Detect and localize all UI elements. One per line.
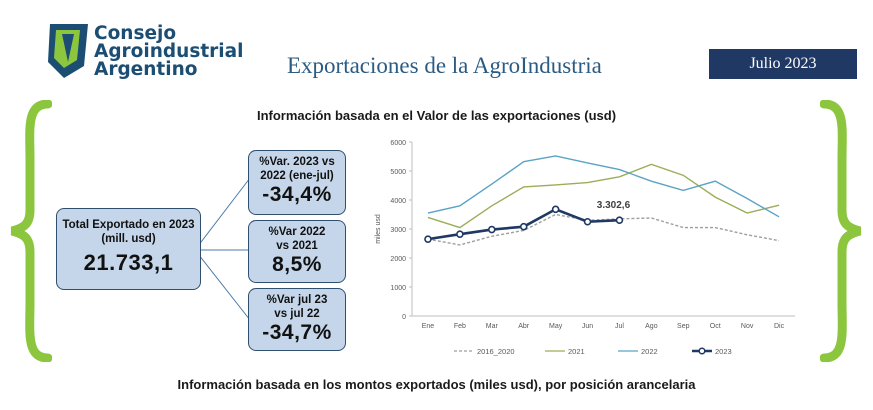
var-2022-label-2: vs 2021 xyxy=(276,240,318,252)
x-tick-label: Abr xyxy=(518,323,530,330)
var-box-jul: %Var jul 23 vs jul 22 -34,7% xyxy=(248,288,346,351)
y-tick-label: 6000 xyxy=(390,140,406,147)
x-tick-label: Oct xyxy=(710,323,721,330)
total-label-1: Total Exportado en 2023 xyxy=(62,219,195,231)
date-badge: Julio 2023 xyxy=(709,49,857,79)
var-box-ytd: %Var. 2023 vs 2022 (ene-jul) -34,4% xyxy=(248,150,346,215)
var-2022-value: 8,5% xyxy=(272,253,322,276)
total-exported-box: Total Exportado en 2023 (mill. usd) 21.7… xyxy=(56,208,201,290)
data-point-2023-Jun xyxy=(583,217,592,226)
left-brace xyxy=(10,100,52,362)
x-tick-label: Sep xyxy=(677,323,690,330)
total-label-2: (mill. usd) xyxy=(101,233,156,245)
data-point-2023-Abr xyxy=(519,222,528,231)
x-tick-label: Feb xyxy=(454,323,466,330)
y-tick-label: 0 xyxy=(402,314,406,321)
legend-label-2016_2020: 2016_2020 xyxy=(477,347,515,356)
var-2022-label-1: %Var 2022 xyxy=(268,226,326,238)
data-point-2023-Feb xyxy=(456,230,464,239)
data-point-2023-Ene xyxy=(424,235,432,243)
series-line-2016_2020 xyxy=(427,213,780,246)
var-box-2022: %Var 2022 vs 2021 8,5% xyxy=(248,220,346,283)
x-tick-label: Nov xyxy=(741,323,754,330)
total-value: 21.733,1 xyxy=(83,250,174,275)
x-tick-label: Mar xyxy=(486,323,499,330)
logo-icon xyxy=(48,24,88,78)
bottom-subtitle: Información basada en los montos exporta… xyxy=(177,377,696,392)
var-ytd-label-2: 2022 (ene-jul) xyxy=(260,170,334,182)
legend-label-2022: 2022 xyxy=(641,347,658,356)
y-tick-label: 1000 xyxy=(390,285,406,292)
x-tick-label: May xyxy=(549,323,563,330)
legend-label-2023: 2023 xyxy=(715,347,732,356)
legend-label-2021: 2021 xyxy=(568,347,585,356)
x-tick-label: Jun xyxy=(582,323,593,330)
y-tick-label: 3000 xyxy=(390,227,406,234)
x-tick-label: Ago xyxy=(645,323,658,330)
var-ytd-label-1: %Var. 2023 vs xyxy=(259,156,335,168)
var-jul-label-1: %Var jul 23 xyxy=(266,294,328,306)
legend-marker-2023 xyxy=(698,347,706,355)
connector-lines xyxy=(195,177,251,321)
var-jul-label-2: vs jul 22 xyxy=(274,308,320,320)
x-tick-label: Jul xyxy=(615,323,624,330)
x-tick-label: Dic xyxy=(774,323,785,330)
data-point-2023-Jul xyxy=(615,216,624,225)
y-axis-label: miles usd xyxy=(375,214,382,244)
exports-line-chart: 0 1000 2000 3000 4000 5000 6000 miles usd Ene Feb… xyxy=(375,140,795,356)
y-tick-label: 2000 xyxy=(390,256,406,263)
chart-subtitle: Información basada en el Valor de las ex… xyxy=(256,108,617,123)
y-tick-label: 5000 xyxy=(390,169,406,176)
page-title: Exportaciones de la AgroIndustria xyxy=(287,53,602,78)
x-tick-label: Ene xyxy=(422,323,435,330)
logo: Consejo Agroindustrial Argentino xyxy=(44,22,254,84)
data-point-2023-May xyxy=(551,205,560,214)
right-brace xyxy=(820,100,862,362)
logo-text: Consejo Agroindustrial Argentino xyxy=(94,23,244,80)
y-tick-label: 4000 xyxy=(390,198,406,205)
series-line-2021 xyxy=(427,163,780,229)
series-line-2022 xyxy=(427,155,780,218)
data-point-2023-Mar xyxy=(487,225,496,234)
var-ytd-value: -34,4% xyxy=(262,183,332,206)
var-jul-value: -34,7% xyxy=(262,321,332,344)
data-label-jul-2023: 3.302,6 xyxy=(597,200,631,211)
